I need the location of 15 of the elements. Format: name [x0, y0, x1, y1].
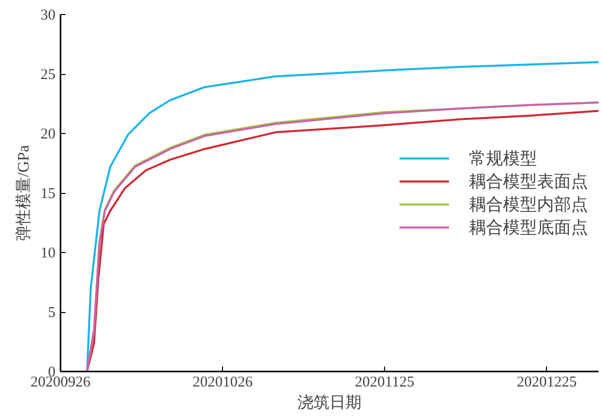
- x-tick-label: 20201225: [516, 374, 577, 390]
- legend-label: 耦合模型内部点: [469, 194, 588, 216]
- legend-label: 常规模型: [469, 148, 537, 170]
- y-tick-label: 25: [40, 67, 56, 83]
- y-tick-label: 10: [40, 246, 56, 262]
- x-tick-label: 20201026: [192, 374, 254, 390]
- y-tick-label: 5: [48, 305, 56, 321]
- y-axis-title: 弹性模量/GPa: [14, 145, 32, 241]
- x-tick-label: 20201125: [354, 374, 414, 390]
- legend-label: 耦合模型底面点: [469, 216, 588, 238]
- y-tick-label: 15: [40, 186, 56, 202]
- y-tick-label: 20: [40, 126, 56, 142]
- legend-label: 耦合模型表面点: [469, 170, 588, 192]
- x-axis-title: 浇筑日期: [298, 394, 362, 412]
- y-tick-label: 30: [40, 8, 56, 24]
